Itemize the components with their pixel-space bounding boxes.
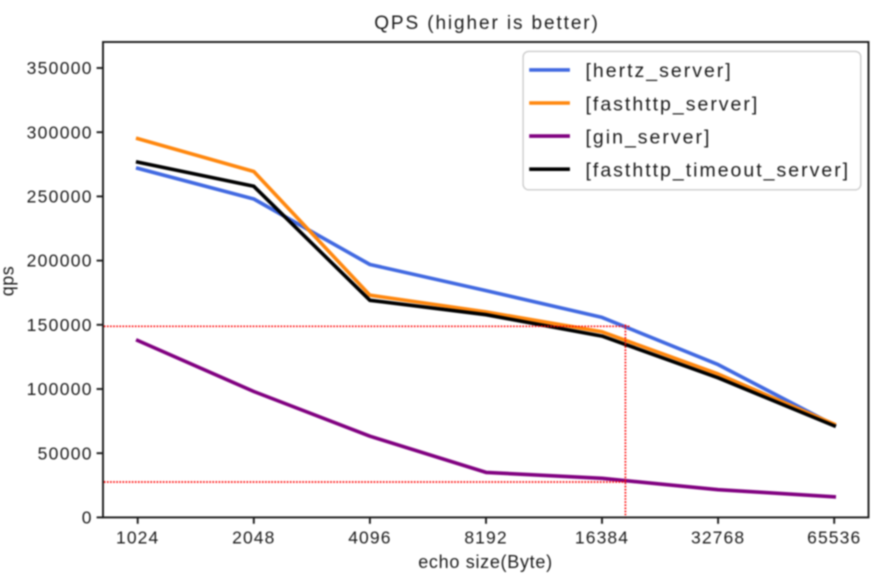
svg-text:50000: 50000 bbox=[38, 443, 93, 463]
svg-text:1024: 1024 bbox=[116, 527, 159, 547]
svg-text:16384: 16384 bbox=[575, 527, 629, 547]
svg-text:4096: 4096 bbox=[348, 527, 391, 547]
svg-text:[fasthttp_server]: [fasthttp_server] bbox=[586, 93, 760, 115]
svg-text:[hertz_server]: [hertz_server] bbox=[586, 60, 733, 82]
svg-text:2048: 2048 bbox=[232, 527, 275, 547]
svg-text:250000: 250000 bbox=[27, 187, 93, 207]
svg-text:0: 0 bbox=[82, 508, 93, 528]
svg-text:200000: 200000 bbox=[27, 251, 93, 271]
svg-text:[gin_server]: [gin_server] bbox=[586, 126, 712, 148]
svg-text:qps: qps bbox=[0, 266, 18, 297]
svg-text:[fasthttp_timeout_server]: [fasthttp_timeout_server] bbox=[586, 160, 851, 182]
svg-text:QPS (higher is better): QPS (higher is better) bbox=[374, 13, 600, 34]
svg-text:65536: 65536 bbox=[807, 527, 861, 547]
svg-text:8192: 8192 bbox=[464, 527, 507, 547]
svg-text:100000: 100000 bbox=[27, 379, 93, 399]
svg-text:150000: 150000 bbox=[27, 315, 93, 335]
svg-text:350000: 350000 bbox=[27, 58, 93, 78]
svg-text:300000: 300000 bbox=[27, 122, 93, 142]
svg-text:32768: 32768 bbox=[691, 527, 745, 547]
svg-text:echo size(Byte): echo size(Byte) bbox=[418, 552, 553, 572]
